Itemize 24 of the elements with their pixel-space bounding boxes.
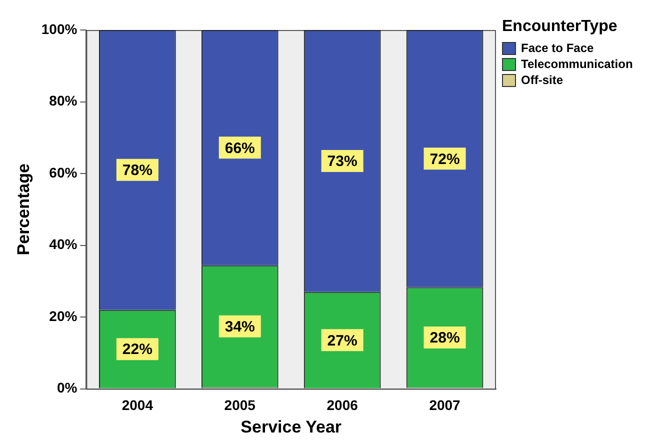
y-tick-label: 0% — [56, 380, 78, 396]
data-label: 27% — [327, 332, 358, 350]
x-tick-label: 2005 — [224, 397, 256, 414]
y-tick-label: 60% — [49, 164, 78, 180]
legend-label: Off-site — [521, 73, 563, 87]
y-tick-label: 80% — [49, 92, 78, 109]
y-tick-label: 100% — [41, 20, 78, 37]
legend-title: EncounterType — [502, 18, 618, 36]
y-tick-label: 20% — [49, 308, 78, 324]
x-tick-label: 2006 — [326, 397, 358, 414]
data-label: 73% — [327, 153, 358, 170]
x-tick-label: 2007 — [429, 397, 461, 414]
y-axis-title: Percentage — [14, 164, 33, 256]
text: Face to Face — [521, 41, 594, 55]
x-tick-label: 2004 — [122, 397, 154, 414]
x-axis-title: Service Year — [240, 417, 342, 436]
data-label: 28% — [430, 330, 460, 347]
legend-label: Telecommunication — [521, 57, 633, 71]
y-tick-label: 40% — [49, 236, 78, 252]
data-label: 22% — [122, 341, 152, 358]
data-label: 34% — [224, 318, 255, 336]
data-label: 66% — [224, 140, 255, 157]
data-label: 72% — [430, 150, 460, 168]
data-label: 78% — [122, 162, 152, 180]
